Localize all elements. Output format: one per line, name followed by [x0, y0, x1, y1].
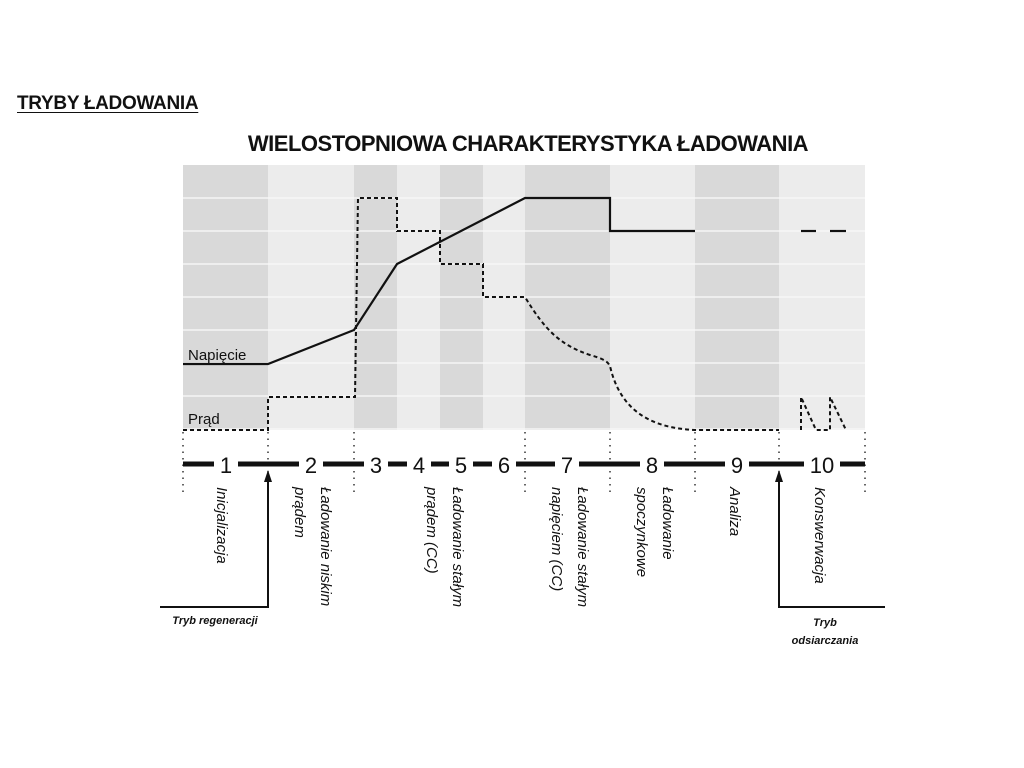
stage-label-4-5: Ładowanie stałym prądem (CC)	[423, 487, 466, 608]
stage-number-8: 8	[646, 453, 658, 478]
stage-number-gap	[449, 450, 473, 478]
stage-number-10: 10	[810, 453, 834, 478]
voltage-line	[183, 196, 695, 366]
stage-number-4: 4	[413, 453, 425, 478]
regeneration-arrow	[160, 478, 269, 608]
stage-label-10: Konswerwacja	[811, 487, 828, 584]
arrow-head-icon	[264, 470, 272, 482]
stage-label-9: Analiza	[726, 487, 743, 537]
stage-number-gap	[640, 450, 664, 478]
stage-number-gap	[725, 450, 749, 478]
stage-label-8: Ładowanie spoczynkowe	[633, 487, 676, 578]
stage-label-2: Ładowanie niskim prądem	[291, 487, 334, 607]
voltage-label: Napięcie	[188, 347, 246, 364]
stage-number-3: 3	[370, 453, 382, 478]
stage-number-6: 6	[498, 453, 510, 478]
current-label: Prąd	[188, 411, 220, 428]
stage-number-gap	[214, 450, 238, 478]
regeneration-mode-label: Tryb regeneracji	[172, 615, 258, 627]
stage-number-gap	[299, 450, 323, 478]
stage-number-gap	[492, 450, 516, 478]
stage-number-1: 1	[220, 453, 232, 478]
stage-number-gap	[555, 450, 579, 478]
stage-number-gap	[407, 450, 431, 478]
current-line	[183, 197, 779, 431]
desulfation-mode-label: Tryb odsiarczania	[791, 617, 859, 647]
stage-label-1: Inicjalizacja	[213, 487, 230, 564]
stage-number-gap	[804, 450, 840, 478]
stage-number-9: 9	[731, 453, 743, 478]
section-title: TRYBY ŁADOWANIA	[17, 93, 199, 114]
stage-number-gap	[364, 450, 388, 478]
current-pulses	[800, 396, 847, 431]
stage-number-5: 5	[455, 453, 467, 478]
arrow-head-icon	[775, 470, 783, 482]
diagram-title: WIELOSTOPNIOWA CHARAKTERYSTYKA ŁADOWANIA	[247, 131, 809, 156]
stage-number-2: 2	[305, 453, 317, 478]
stage-label-7: Ładowanie stałym napięciem (CC)	[548, 487, 591, 608]
desulfation-arrow	[778, 478, 885, 608]
stage-number-7: 7	[561, 453, 573, 478]
